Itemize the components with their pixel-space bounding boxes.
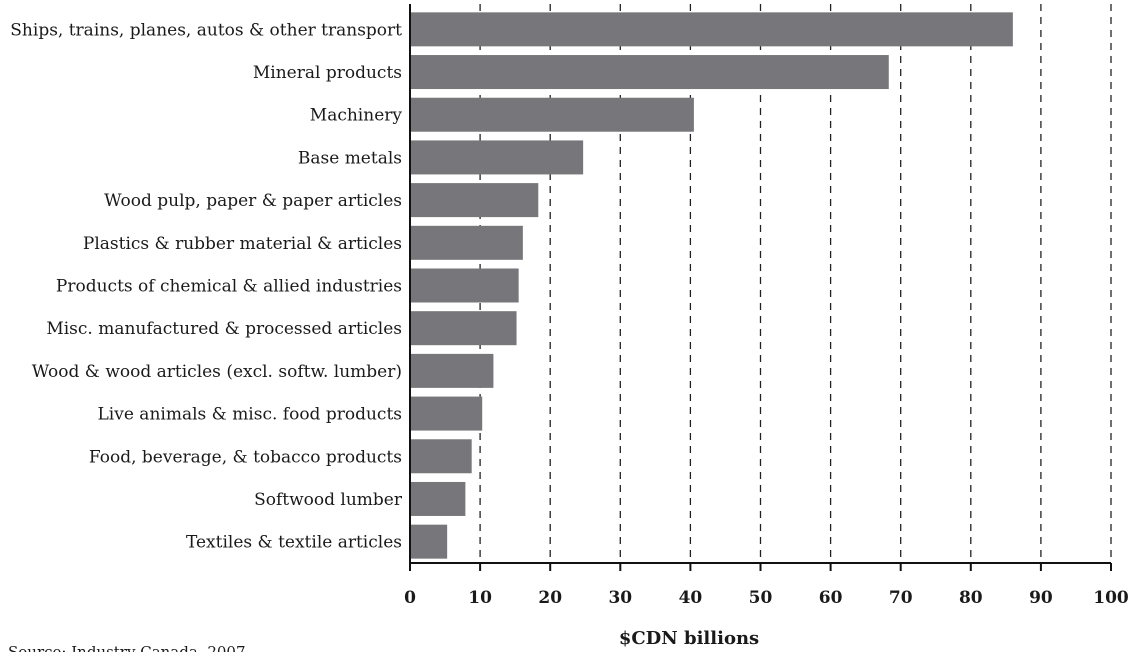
x-tick-label-90: 90 bbox=[1029, 588, 1053, 608]
category-label-1: Mineral products bbox=[253, 63, 402, 83]
x-tick-label-40: 40 bbox=[679, 588, 703, 608]
x-tick-label-60: 60 bbox=[819, 588, 843, 608]
category-label-5: Plastics & rubber material & articles bbox=[83, 234, 402, 254]
category-labels: Ships, trains, planes, autos & other tra… bbox=[10, 20, 403, 552]
bar-8 bbox=[410, 353, 494, 388]
x-tick-label-50: 50 bbox=[749, 588, 773, 608]
bar-1 bbox=[410, 55, 889, 90]
bars bbox=[410, 12, 1013, 559]
category-label-4: Wood pulp, paper & paper articles bbox=[104, 191, 402, 211]
category-label-12: Textiles & textile articles bbox=[186, 533, 402, 553]
bar-12 bbox=[410, 524, 448, 559]
x-tick-label-0: 0 bbox=[404, 588, 416, 608]
bar-2 bbox=[410, 97, 694, 132]
bar-0 bbox=[410, 12, 1013, 47]
category-label-3: Base metals bbox=[298, 148, 402, 168]
x-tick-label-30: 30 bbox=[608, 588, 632, 608]
bar-11 bbox=[410, 481, 466, 516]
category-label-0: Ships, trains, planes, autos & other tra… bbox=[10, 20, 402, 40]
category-label-9: Live animals & misc. food products bbox=[98, 405, 402, 425]
x-axis-title: $CDN billions bbox=[619, 628, 759, 649]
gridlines bbox=[479, 4, 1112, 563]
x-tick-label-10: 10 bbox=[468, 588, 492, 608]
x-tick-label-70: 70 bbox=[889, 588, 913, 608]
bar-3 bbox=[410, 140, 584, 175]
category-label-6: Products of chemical & allied industries bbox=[56, 277, 402, 297]
x-tick-label-20: 20 bbox=[538, 588, 562, 608]
category-label-10: Food, beverage, & tobacco products bbox=[89, 447, 402, 467]
bar-5 bbox=[410, 225, 523, 260]
source-note: Source: Industry Canada, 2007 bbox=[8, 643, 246, 652]
bar-9 bbox=[410, 396, 483, 431]
category-label-8: Wood & wood articles (excl. softw. lumbe… bbox=[32, 362, 402, 382]
x-tick-label-80: 80 bbox=[959, 588, 983, 608]
category-label-7: Misc. manufactured & processed articles bbox=[46, 319, 402, 339]
category-label-2: Machinery bbox=[310, 106, 403, 126]
bar-7 bbox=[410, 311, 517, 346]
bar-10 bbox=[410, 439, 472, 474]
x-tick-label-100: 100 bbox=[1093, 588, 1129, 608]
bar-4 bbox=[410, 183, 539, 218]
category-label-11: Softwood lumber bbox=[254, 490, 403, 510]
x-axis: 0 10 20 30 40 50 60 70 80 90 100 bbox=[404, 4, 1129, 608]
bar-6 bbox=[410, 268, 519, 303]
